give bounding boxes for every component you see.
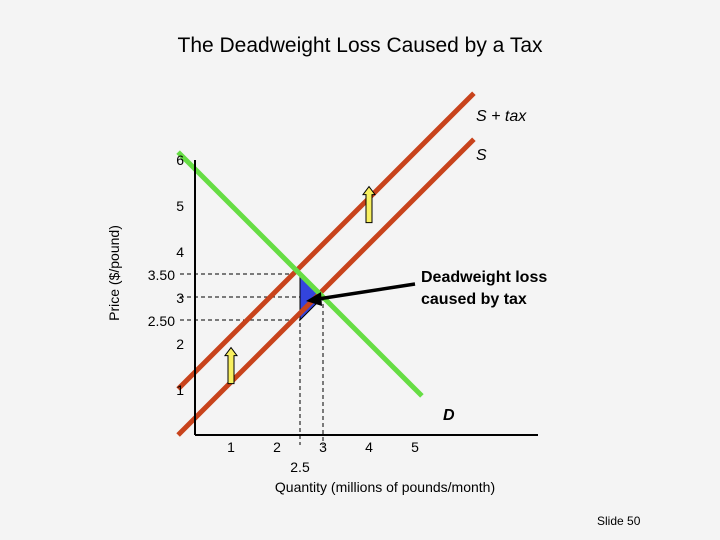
deadweight-label-line-1: Deadweight loss [421, 269, 547, 286]
y-tick-label-3-50: 3.50 [148, 267, 175, 283]
curve-s-plus-tax [176, 91, 476, 391]
label-s-plus-tax: S + tax [476, 108, 527, 125]
supply-demand-curves [176, 91, 476, 437]
x-tick-label: 5 [411, 439, 419, 455]
y-tick-label: 3 [176, 290, 184, 306]
label-s: S [476, 147, 487, 164]
deadweight-label-line-2: caused by tax [421, 291, 527, 308]
slide-number: Slide 50 [597, 514, 641, 528]
x-tick-label: 1 [227, 439, 235, 455]
y-tick-label: 6 [176, 152, 184, 168]
x-tick-label: 2 [273, 439, 281, 455]
tick-labels: 1 2 3 4 5 6 1 2 3 4 5 2.5 3.50 2.50 [148, 152, 419, 475]
x-tick-label: 3 [319, 439, 327, 455]
curve-s [176, 137, 476, 437]
yellow-arrow-shape [224, 346, 238, 385]
curve-d [176, 150, 424, 398]
shift-up-arrow-lower [224, 346, 238, 385]
y-axis-label: Price ($/pound) [106, 225, 122, 321]
label-d: D [443, 407, 455, 424]
y-tick-label: 5 [176, 198, 184, 214]
shift-up-arrow-upper [362, 185, 376, 224]
deadweight-pointer-arrow [317, 282, 416, 301]
yellow-arrow-shape [362, 185, 376, 224]
y-tick-label-2-50: 2.50 [148, 313, 175, 329]
x-axis-label: Quantity (millions of pounds/month) [275, 479, 495, 495]
y-tick-label: 2 [176, 336, 184, 352]
y-tick-label: 4 [176, 244, 184, 260]
y-tick-label: 1 [176, 382, 184, 398]
x-tick-label: 4 [365, 439, 373, 455]
x-tick-label-2-5: 2.5 [290, 459, 310, 475]
deadweight-pointer-arrowhead [306, 292, 322, 306]
page-title: The Deadweight Loss Caused by a Tax [177, 34, 543, 57]
